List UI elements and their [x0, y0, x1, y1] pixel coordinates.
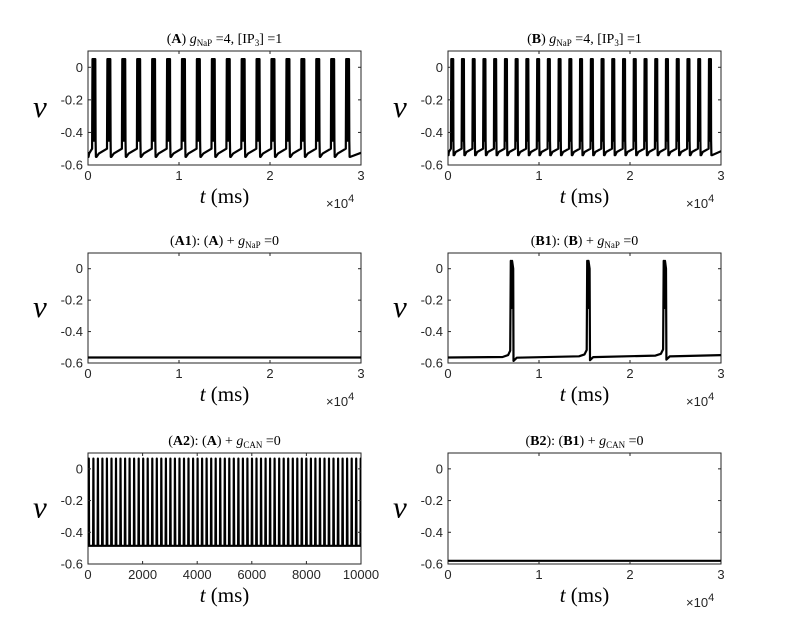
y-axis-label: v [33, 289, 47, 324]
y-tick-label: -0.6 [61, 356, 83, 371]
y-tick-label: -0.6 [421, 557, 443, 572]
x-tick-label: 10000 [343, 567, 379, 582]
y-tick-label: -0.2 [421, 493, 443, 508]
y-tick-label: 0 [76, 60, 83, 75]
y-tick-label: 0 [436, 261, 443, 276]
x-axis-multiplier: ×104 [686, 391, 714, 409]
y-tick-label: -0.2 [61, 493, 83, 508]
y-tick-label: -0.6 [421, 356, 443, 371]
x-tick-label: 1 [535, 168, 542, 183]
panel-a: 0 1 2 3 0 -0.2 -0.4 -0.6 v t (ms) ×104 (A) gNaP =4,… [33, 32, 365, 211]
x-tick-label: 8000 [292, 567, 321, 582]
y-axis-label: v [393, 289, 407, 324]
y-tick-label: -0.4 [61, 525, 83, 540]
x-tick-label: 0 [84, 567, 91, 582]
x-tick-label: 6000 [237, 567, 266, 582]
x-axis-multiplier: ×104 [686, 193, 714, 211]
x-tick-label: 1 [175, 168, 182, 183]
x-tick-label: 3 [717, 168, 724, 183]
x-tick-label: 0 [444, 168, 451, 183]
panel-b2: 0 1 2 3 0 -0.2 -0.4 -0.6 v t (ms) ×104 (B2): (B1) +… [393, 434, 725, 610]
panel-title: (A1): (A) + gNaP =0 [170, 234, 279, 250]
x-axis-multiplier: ×104 [326, 193, 354, 211]
y-tick-label: 0 [76, 261, 83, 276]
y-tick-label: -0.2 [61, 92, 83, 107]
x-axis-label: t (ms) [560, 184, 610, 208]
x-tick-label: 3 [717, 366, 724, 381]
y-tick-label: -0.6 [61, 158, 83, 173]
x-tick-label: 0 [444, 366, 451, 381]
series-trace [88, 457, 361, 547]
x-axis-label: t (ms) [200, 583, 250, 607]
x-axis-label: t (ms) [200, 382, 250, 406]
y-tick-label: -0.6 [421, 158, 443, 173]
panel-title: (B2): (B1) + gCAN =0 [525, 434, 643, 450]
series-trace [88, 58, 361, 158]
x-tick-label: 0 [84, 366, 91, 381]
y-axis-label: v [393, 89, 407, 124]
x-axis-multiplier: ×104 [686, 592, 714, 610]
x-axis-label: t (ms) [560, 583, 610, 607]
x-tick-label: 2 [626, 567, 633, 582]
x-tick-label: 1 [535, 567, 542, 582]
y-tick-label: -0.4 [61, 324, 83, 339]
x-axis-label: t (ms) [200, 184, 250, 208]
x-tick-label: 1 [175, 366, 182, 381]
y-tick-label: -0.4 [421, 525, 443, 540]
x-tick-label: 2000 [128, 567, 157, 582]
panel-title: (A) gNaP =4, [IP3] =1 [167, 32, 283, 48]
y-axis-label: v [33, 89, 47, 124]
x-axis-label: t (ms) [560, 382, 610, 406]
x-tick-label: 0 [444, 567, 451, 582]
y-tick-label: -0.2 [421, 293, 443, 308]
x-tick-label: 3 [357, 366, 364, 381]
panel-a1: 0 1 2 3 0 -0.2 -0.4 -0.6 v t (ms) ×104 (A1): (A) + … [33, 234, 365, 409]
y-tick-label: 0 [436, 60, 443, 75]
plot-frame [87, 252, 362, 364]
x-tick-label: 3 [717, 567, 724, 582]
x-tick-label: 1 [535, 366, 542, 381]
x-tick-label: 2 [626, 366, 633, 381]
y-tick-label: -0.2 [421, 92, 443, 107]
x-tick-label: 0 [84, 168, 91, 183]
panel-b: 0 1 2 3 0 -0.2 -0.4 -0.6 v t (ms) ×104 (B) gNaP =4,… [393, 32, 725, 211]
panel-title: (B) gNaP =4, [IP3] =1 [527, 32, 642, 48]
y-tick-label: 0 [76, 461, 83, 476]
y-tick-label: 0 [436, 461, 443, 476]
plot-frame [447, 452, 722, 565]
x-tick-label: 3 [357, 168, 364, 183]
y-tick-label: -0.4 [421, 324, 443, 339]
y-tick-label: -0.2 [61, 293, 83, 308]
x-tick-label: 2 [626, 168, 633, 183]
panel-b1: 0 1 2 3 0 -0.2 -0.4 -0.6 v t (ms) ×104 (B1): (B) + … [393, 234, 725, 409]
series-trace [448, 259, 721, 362]
panel-title: (B1): (B) + gNaP =0 [531, 234, 639, 250]
series-trace [448, 58, 721, 157]
x-tick-label: 4000 [183, 567, 212, 582]
y-tick-label: -0.6 [61, 557, 83, 572]
x-tick-label: 2 [266, 168, 273, 183]
x-tick-label: 2 [266, 366, 273, 381]
y-axis-label: v [33, 490, 47, 525]
panel-a2: 0 2000 4000 6000 8000 10000 0 -0.2 -0.4 -0.6 v t (m… [33, 434, 379, 607]
x-axis-multiplier: ×104 [326, 391, 354, 409]
y-axis-label: v [393, 490, 407, 525]
plot-frame [447, 252, 722, 364]
panel-title: (A2): (A) + gCAN =0 [168, 434, 281, 450]
y-tick-label: -0.4 [421, 125, 443, 140]
y-tick-label: -0.4 [61, 125, 83, 140]
